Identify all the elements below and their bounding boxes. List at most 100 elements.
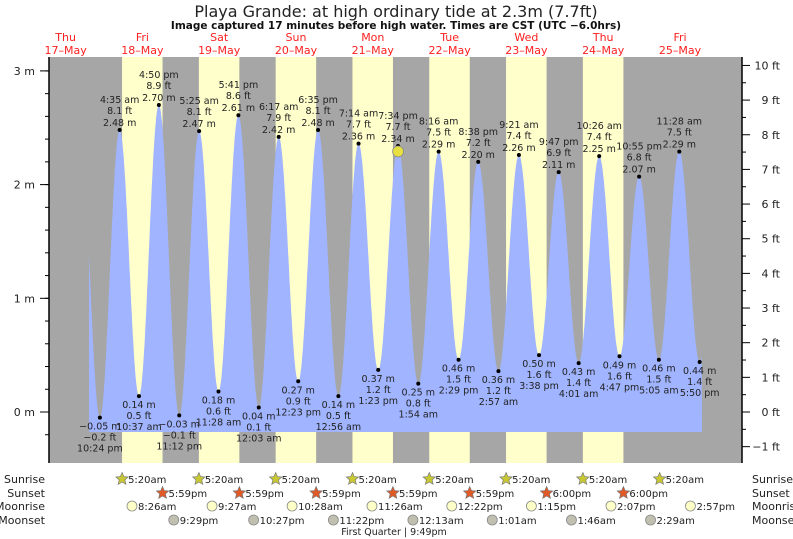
- day-label-date: 25–May: [659, 44, 702, 57]
- left-tick-label: 1 m: [14, 292, 35, 305]
- day-label-dow: Wed: [514, 31, 538, 44]
- high-tide-time: 10:26 am: [576, 121, 621, 132]
- moonrise-moon-icon: [126, 500, 138, 512]
- low-tide-point: [216, 389, 221, 394]
- moonset-time: 1:01am: [498, 516, 536, 527]
- high-tide-point: [156, 103, 161, 108]
- sunrise-time: 5:20am: [358, 475, 396, 486]
- high-tide-point: [677, 149, 682, 154]
- sunset-row-label-right: Sunset: [752, 487, 790, 500]
- moonrise-moon-icon: [286, 500, 298, 512]
- sunrise-time: 5:20am: [205, 475, 243, 486]
- sunset-star-icon: [539, 485, 554, 500]
- moonrise-time: 12:22pm: [458, 502, 503, 513]
- moonset-moon-icon: [248, 514, 260, 526]
- high-tide-m: 2.70 m: [142, 93, 175, 104]
- sunrise-star-icon: [345, 471, 360, 486]
- low-tide-ft: 0.6 ft: [206, 407, 231, 418]
- high-tide-time: 9:47 pm: [539, 137, 579, 148]
- right-tick-label: 9 ft: [762, 94, 781, 107]
- high-tide-ft: 6.9 ft: [546, 148, 571, 159]
- high-tide-m: 2.36 m: [342, 132, 375, 143]
- high-tide-m: 2.20 m: [462, 150, 495, 161]
- high-tide-ft: 8.6 ft: [226, 91, 251, 102]
- high-tide-point: [197, 129, 202, 134]
- high-tide-point: [436, 149, 441, 154]
- sunset-time: 6:00pm: [629, 489, 668, 500]
- low-tide-ft: 1.5 ft: [646, 375, 671, 386]
- high-tide-ft: 8.1 ft: [306, 106, 331, 117]
- moonrise-moon-icon: [685, 500, 696, 512]
- low-tide-time: 12:03 am: [236, 433, 281, 444]
- high-tide-point: [637, 174, 642, 179]
- sunset-star-icon: [155, 485, 170, 500]
- low-tide-time: 1:54 am: [399, 410, 438, 421]
- right-tick-label: 10 ft: [755, 59, 781, 72]
- high-tide-time: 10:55 pm: [616, 142, 662, 153]
- low-tide-point: [136, 394, 141, 399]
- day-label-date: 23–May: [505, 44, 548, 57]
- high-tide-ft: 7.5 ft: [667, 128, 692, 139]
- high-tide-m: 2.48 m: [301, 118, 334, 129]
- high-tide-m: 2.29 m: [422, 140, 455, 151]
- sunset-time: 5:59pm: [399, 489, 438, 500]
- low-tide-ft: 1.6 ft: [607, 371, 632, 382]
- low-tide-m: 0.04 m: [242, 411, 275, 422]
- right-tick-label: 5 ft: [762, 233, 781, 246]
- high-tide-ft: 7.7 ft: [346, 120, 371, 131]
- low-tide-point: [256, 405, 261, 410]
- high-tide-time: 5:41 pm: [219, 80, 259, 91]
- moonset-time: 2:29am: [657, 516, 695, 527]
- sunrise-star-icon: [268, 471, 283, 486]
- right-tick-label: 1 ft: [762, 371, 781, 384]
- low-tide-m: 0.46 m: [642, 364, 675, 375]
- moonset-row-label-right: Moonset: [752, 514, 793, 527]
- high-tide-ft: 7.7 ft: [385, 122, 410, 133]
- low-tide-time: 5:50 pm: [680, 388, 720, 399]
- low-tide-ft: 0.5 ft: [326, 411, 351, 422]
- sunrise-star-icon: [652, 471, 667, 486]
- sunrise-row-label-left: Sunrise: [4, 473, 45, 486]
- high-tide-time: 11:28 am: [657, 117, 702, 128]
- high-tide-point: [516, 153, 521, 158]
- day-label-date: 20–May: [275, 44, 318, 57]
- day-label-dow: Tue: [439, 31, 459, 44]
- moonrise-moon-icon: [366, 500, 378, 512]
- low-tide-point: [416, 381, 421, 386]
- high-tide-ft: 6.8 ft: [627, 153, 652, 164]
- sunrise-time: 5:20am: [589, 475, 627, 486]
- sunset-star-icon: [385, 485, 400, 500]
- sunset-time: 5:59pm: [322, 489, 361, 500]
- high-tide-point: [316, 128, 321, 133]
- high-tide-ft: 8.9 ft: [146, 81, 171, 92]
- high-tide-time: 8:16 am: [419, 117, 458, 128]
- high-tide-ft: 8.1 ft: [187, 107, 212, 118]
- high-tide-m: 2.26 m: [502, 143, 535, 154]
- high-tide-ft: 7.9 ft: [266, 113, 291, 124]
- high-tide-time: 5:25 am: [179, 96, 218, 107]
- high-tide-time: 6:17 am: [259, 102, 298, 113]
- day-label-dow: Mon: [361, 31, 384, 44]
- moonset-time: 12:13am: [419, 516, 464, 527]
- high-tide-point: [356, 141, 361, 146]
- high-tide-point: [597, 154, 602, 159]
- day-label-dow: Thu: [54, 31, 76, 44]
- tide-area: [89, 105, 702, 432]
- moonrise-time: 11:26am: [378, 502, 423, 513]
- low-tide-time: 4:47 pm: [600, 382, 640, 393]
- low-tide-m: 0.18 m: [202, 396, 235, 407]
- moonrise-moon-icon: [446, 500, 458, 512]
- moonset-row-label-left: Moonset: [0, 514, 46, 527]
- sunset-star-icon: [232, 485, 247, 500]
- low-tide-m: 0.37 m: [362, 374, 395, 385]
- low-tide-time: 12:23 pm: [275, 407, 321, 418]
- high-tide-m: 2.29 m: [663, 140, 696, 151]
- day-label-dow: Sat: [210, 31, 229, 44]
- right-tick-label: 4 ft: [762, 267, 781, 280]
- low-tide-point: [576, 361, 581, 366]
- moonset-moon-icon: [168, 514, 180, 526]
- sunset-time: 5:59pm: [245, 489, 284, 500]
- low-tide-m: 0.25 m: [402, 388, 435, 399]
- low-tide-point: [376, 367, 381, 372]
- low-tide-ft: 1.2 ft: [366, 385, 391, 396]
